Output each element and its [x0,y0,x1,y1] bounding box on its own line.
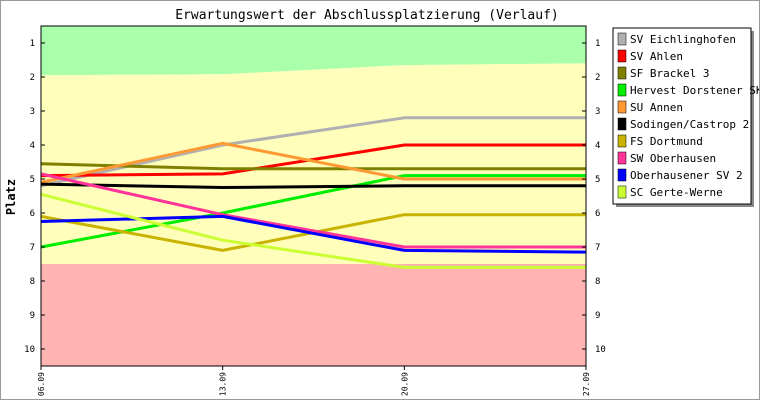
legend-label: SV Ahlen [630,50,683,63]
legend-label: Hervest Dorstener SK [630,84,759,97]
legend-label: SV Eichlinghofen [630,33,736,46]
y-tick-label-left: 2 [30,73,35,83]
y-tick-label-right: 7 [595,243,600,253]
series-line-2 [40,143,586,178]
zone-band-3 [41,264,586,366]
y-tick-label-left: 10 [24,345,35,355]
series-line-6 [40,182,586,189]
x-tick-label: 06.09 [37,372,46,396]
x-tick-label: 13.09 [219,372,228,396]
legend-swatch [617,168,627,182]
legend-swatch [617,100,627,114]
legend-label: Oberhausener SV 2 [630,169,743,182]
y-tick-label-right: 10 [595,345,606,355]
series-line-9 [40,214,587,254]
y-axis-label: Platz [4,179,18,215]
y-axis-right: 1 2 3 4 5 6 7 8 9 10 [582,39,606,355]
legend-swatch [617,49,627,63]
y-tick-label-left: 9 [30,311,35,321]
legend-swatch [617,151,627,165]
y-tick-label-right: 6 [595,209,600,219]
legend-label: SC Gerte-Werne [630,186,723,199]
y-tick-label-right: 4 [595,141,600,151]
series-line-8 [40,172,586,249]
y-tick-label-right: 8 [595,277,600,287]
y-tick-label-left: 8 [30,277,35,287]
legend-label: SU Annen [630,101,683,114]
series-line-4 [40,174,586,249]
series-lines [40,116,587,269]
legend-label: SF Brackel 3 [630,67,709,80]
legend-swatch [617,66,627,80]
chart-title: Erwartungswert der Abschlussplatzierung … [175,8,559,23]
legend-swatch [617,83,627,97]
y-tick-label-left: 6 [30,209,35,219]
x-axis: 06.09 13.09 20.09 27.09 [37,366,591,396]
y-tick-label-right: 2 [595,73,600,83]
y-tick-label-left: 7 [30,243,35,253]
zone-band-1 [41,26,586,76]
legend-label: FS Dortmund [630,135,703,148]
x-tick-label: 20.09 [400,372,409,396]
y-tick-label-right: 3 [595,107,600,117]
series-line-5 [40,141,586,184]
y-tick-label-left: 1 [30,39,35,49]
y-tick-label-left: 3 [30,107,35,117]
zone-bands [41,26,586,366]
y-tick-label-right: 1 [595,39,600,49]
legend-swatch [617,32,627,46]
legend: SV Eichlinghofen SV Ahlen SF Brackel 3 Herv… [612,27,760,207]
plot-area-border [40,25,587,367]
y-tick-label-left: 4 [30,141,35,151]
legend-swatch [617,134,627,148]
series-line-3 [40,162,586,171]
series-line-10 [40,192,586,269]
y-axis-left: 1 2 3 4 5 6 7 8 9 10 [24,39,45,355]
y-tick-label-right: 5 [595,175,600,185]
y-tick-label-right: 9 [595,311,600,321]
x-tick-label: 27.09 [582,372,591,396]
legend-box [612,27,752,205]
legend-label: SW Oberhausen [630,152,716,165]
legend-swatch [617,117,627,131]
legend-swatch [617,185,627,199]
y-tick-label-left: 5 [30,175,35,185]
legend-label: Sodingen/Castrop 2 [630,118,749,131]
